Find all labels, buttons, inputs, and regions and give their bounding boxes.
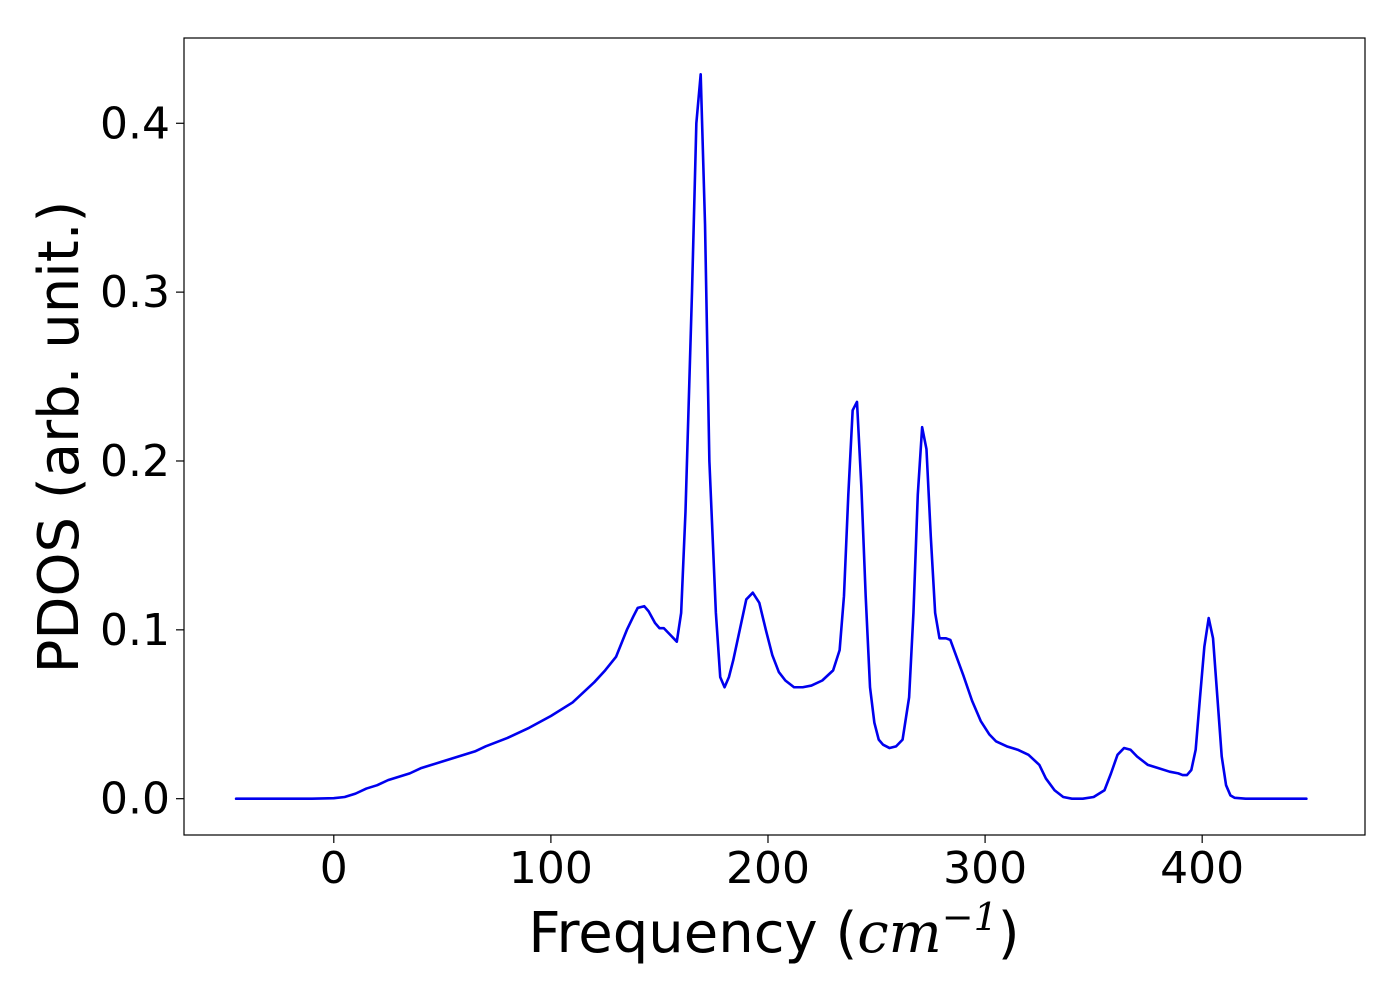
pdos-series-line	[234, 73, 1308, 800]
x-tick-label: 400	[1160, 843, 1244, 894]
x-tick-label: 300	[943, 843, 1027, 894]
y-tick-label: 0.3	[100, 267, 170, 318]
x-tick-label: 100	[509, 843, 593, 894]
x-axis-unit-exponent: −1	[942, 895, 998, 939]
x-axis-label: Frequency	[528, 901, 817, 966]
x-tick-label: 200	[726, 843, 810, 894]
y-tick-label: 0.0	[100, 774, 170, 825]
x-axis-title: Frequency (cm−1)	[528, 895, 1019, 966]
x-tick-label: 0	[320, 843, 348, 894]
y-tick-label: 0.2	[100, 436, 170, 487]
plot-area-frame	[183, 37, 1366, 836]
y-tick-label: 0.1	[100, 605, 170, 656]
y-axis-ticks: 0.0 0.1 0.2 0.3 0.4	[100, 98, 184, 825]
x-axis-unit: cm	[857, 901, 941, 966]
y-tick-label: 0.4	[100, 98, 170, 149]
x-axis-ticks: 0 100 200 300 400	[320, 835, 1244, 894]
y-axis-title: PDOS (arb. unit.)	[27, 201, 92, 674]
